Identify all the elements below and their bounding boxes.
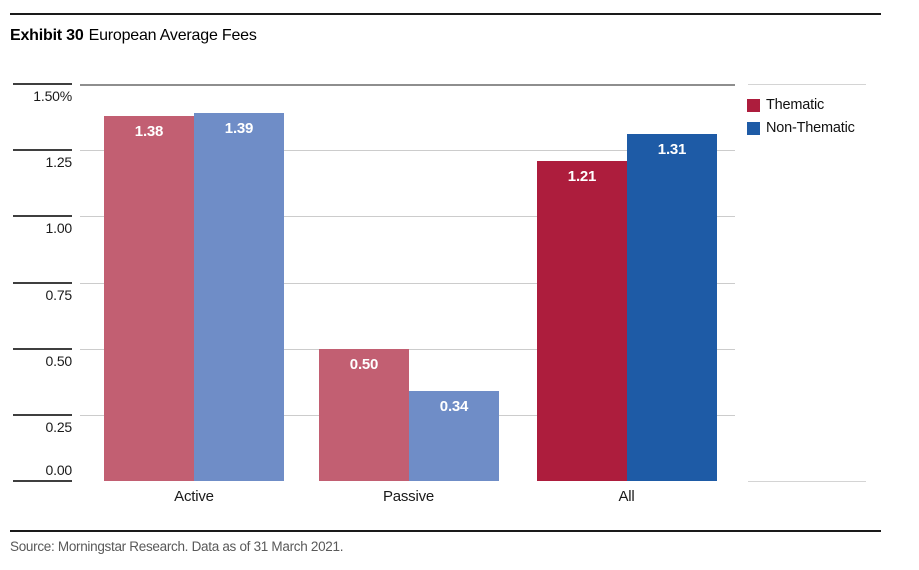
bar-thematic-all: [537, 161, 627, 481]
bottom-rule: [10, 530, 881, 532]
y-tick-line: [13, 215, 72, 217]
y-tick-line: [13, 414, 72, 416]
bar-non-thematic-passive: [409, 391, 499, 481]
bar-non-thematic-all: [627, 134, 717, 481]
bar-thematic-active: [104, 116, 194, 481]
bar-value-thematic-all: 1.21: [567, 168, 597, 185]
legend-item-thematic: Thematic: [747, 97, 855, 113]
bar-non-thematic-active: [194, 113, 284, 481]
top-rule: [10, 13, 881, 15]
y-tick-label: 1.50%: [33, 88, 72, 104]
x-label-active: Active: [174, 488, 214, 505]
legend-gutter-line: [748, 84, 866, 85]
y-tick-line: [13, 282, 72, 284]
gridline: [80, 84, 735, 86]
x-label-passive: Passive: [382, 488, 435, 505]
bar-value-non-thematic-passive: 0.34: [439, 398, 469, 415]
source-note: Source: Morningstar Research. Data as of…: [10, 539, 344, 554]
y-tick-label: 0.75: [45, 287, 73, 303]
bar-value-thematic-active: 1.38: [134, 123, 164, 140]
y-tick-line: [13, 83, 72, 85]
bar-value-thematic-passive: 0.50: [349, 356, 379, 373]
y-tick-label: 1.25: [45, 154, 73, 170]
y-tick-line: [13, 149, 72, 151]
y-tick-label: 1.00: [45, 220, 73, 236]
legend-label-non-thematic: Non-Thematic: [766, 120, 855, 136]
bar-value-non-thematic-active: 1.39: [224, 120, 254, 137]
thematic-swatch-icon: [747, 98, 760, 112]
y-tick-label: 0.00: [45, 462, 73, 478]
gridline: [80, 216, 735, 217]
non-thematic-swatch-icon: [747, 121, 760, 135]
chart-title-text: European Average Fees: [88, 27, 257, 44]
legend-gutter-line: [748, 481, 866, 482]
y-tick-label: 0.25: [45, 419, 73, 435]
y-tick-line: [13, 480, 72, 482]
y-tick-line: [13, 348, 72, 350]
chart-title: Exhibit 30 European Average Fees: [10, 27, 257, 45]
legend-label-thematic: Thematic: [766, 97, 825, 113]
bar-value-non-thematic-all: 1.31: [657, 141, 687, 158]
legend-item-non-thematic: Non-Thematic: [747, 120, 855, 136]
x-label-all: All: [618, 488, 635, 505]
gridline: [80, 150, 735, 151]
y-tick-label: 0.50: [45, 353, 73, 369]
legend: Thematic Non-Thematic: [747, 97, 855, 143]
bar-thematic-passive: [319, 349, 409, 481]
gridline: [80, 283, 735, 284]
exhibit-number: Exhibit 30: [10, 27, 84, 44]
